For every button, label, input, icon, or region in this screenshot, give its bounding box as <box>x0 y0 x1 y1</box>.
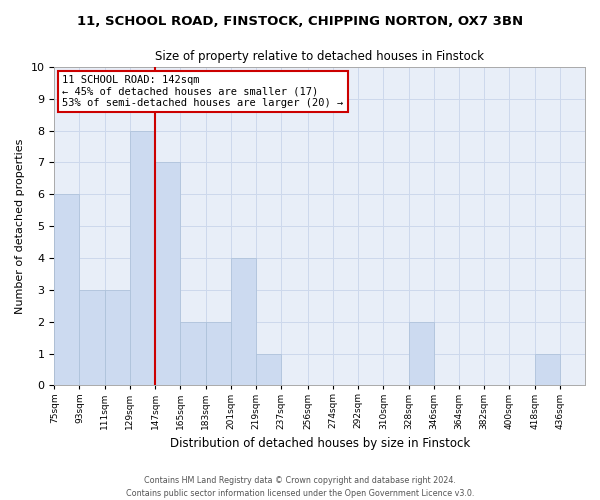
Bar <box>79 290 104 386</box>
Bar <box>104 290 130 386</box>
Bar <box>206 322 231 386</box>
Bar <box>155 162 181 386</box>
X-axis label: Distribution of detached houses by size in Finstock: Distribution of detached houses by size … <box>170 437 470 450</box>
Bar <box>54 194 79 386</box>
Bar <box>231 258 256 386</box>
Text: 11 SCHOOL ROAD: 142sqm
← 45% of detached houses are smaller (17)
53% of semi-det: 11 SCHOOL ROAD: 142sqm ← 45% of detached… <box>62 75 343 108</box>
Bar <box>535 354 560 386</box>
Title: Size of property relative to detached houses in Finstock: Size of property relative to detached ho… <box>155 50 484 63</box>
Y-axis label: Number of detached properties: Number of detached properties <box>15 138 25 314</box>
Bar <box>130 130 155 386</box>
Bar <box>181 322 206 386</box>
Text: 11, SCHOOL ROAD, FINSTOCK, CHIPPING NORTON, OX7 3BN: 11, SCHOOL ROAD, FINSTOCK, CHIPPING NORT… <box>77 15 523 28</box>
Text: Contains HM Land Registry data © Crown copyright and database right 2024.
Contai: Contains HM Land Registry data © Crown c… <box>126 476 474 498</box>
Bar <box>256 354 281 386</box>
Bar <box>409 322 434 386</box>
